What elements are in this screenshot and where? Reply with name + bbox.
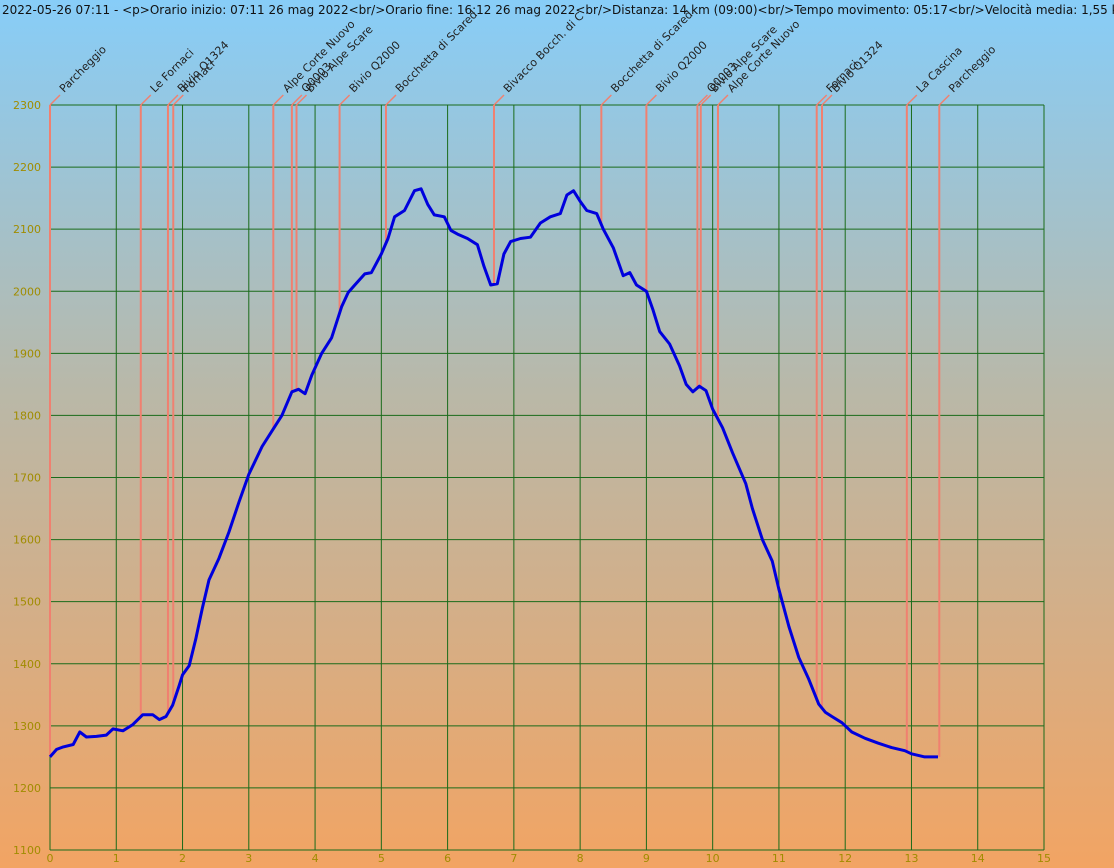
waypoint-leader xyxy=(816,94,828,106)
elevation-line xyxy=(48,187,938,759)
waypoint-leader xyxy=(493,94,505,106)
waypoint-leader xyxy=(291,94,303,106)
x-tick-label: 7 xyxy=(510,852,517,865)
waypoint-leader xyxy=(645,94,657,106)
waypoint-leader xyxy=(700,94,712,106)
x-tick-label: 4 xyxy=(312,852,319,865)
waypoint-leader xyxy=(272,94,284,106)
y-tick-label: 2000 xyxy=(13,285,41,298)
x-tick-label: 6 xyxy=(444,852,451,865)
y-tick-label: 1400 xyxy=(13,658,41,671)
x-tick-label: 11 xyxy=(772,852,786,865)
x-tick-label: 15 xyxy=(1037,852,1051,865)
x-tick-label: 10 xyxy=(706,852,720,865)
y-tick-label: 1600 xyxy=(13,534,41,547)
waypoint-leader xyxy=(172,94,184,106)
waypoint-leader xyxy=(295,94,308,106)
y-tick-label: 1500 xyxy=(13,596,41,609)
y-tick-label: 1900 xyxy=(13,347,41,360)
waypoint-leader xyxy=(717,94,729,106)
y-tick-label: 1700 xyxy=(13,472,41,485)
waypoint-leader xyxy=(938,94,950,106)
waypoint-leader xyxy=(696,94,708,106)
waypoint-leader xyxy=(49,94,61,106)
x-tick-label: 14 xyxy=(971,852,985,865)
y-tick-label: 1300 xyxy=(13,720,41,733)
waypoint-leader xyxy=(140,94,152,106)
x-tick-label: 0 xyxy=(47,852,54,865)
waypoint-leader xyxy=(339,94,351,106)
waypoint-leader xyxy=(821,94,833,106)
y-tick-label: 1100 xyxy=(13,844,41,857)
y-tick-label: 1200 xyxy=(13,782,41,795)
y-tick-label: 2200 xyxy=(13,161,41,174)
x-tick-label: 8 xyxy=(577,852,584,865)
waypoint-leader xyxy=(385,94,397,106)
y-tick-label: 1800 xyxy=(13,409,41,422)
chart-title: 2022-05-26 07:11 - <p>Orario inizio: 07:… xyxy=(2,3,1114,17)
x-tick-label: 1 xyxy=(113,852,120,865)
x-tick-label: 9 xyxy=(643,852,650,865)
y-tick-label: 2300 xyxy=(13,99,41,112)
y-tick-label: 2100 xyxy=(13,223,41,236)
x-tick-label: 5 xyxy=(378,852,385,865)
x-tick-label: 2 xyxy=(179,852,186,865)
waypoint-leader xyxy=(600,94,612,106)
x-tick-label: 3 xyxy=(245,852,252,865)
x-tick-label: 12 xyxy=(838,852,852,865)
x-tick-label: 13 xyxy=(904,852,918,865)
waypoint-leader xyxy=(167,94,179,106)
waypoint-leader xyxy=(906,94,918,106)
